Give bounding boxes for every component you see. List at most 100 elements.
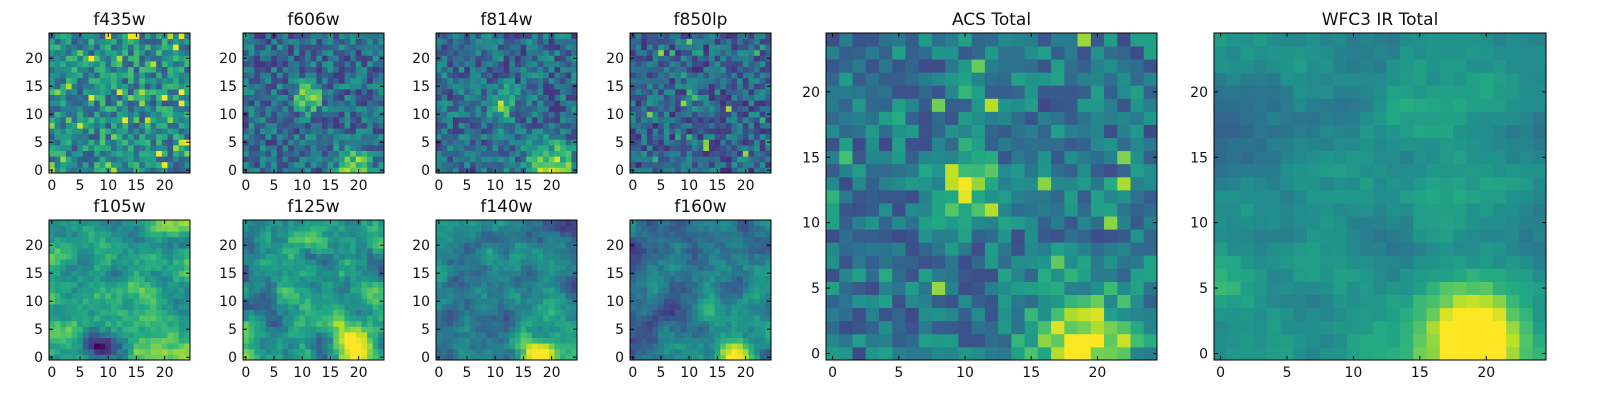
heatmap-cell [144,298,151,305]
heatmap-cell [305,89,312,95]
heatmap-cell [265,145,272,151]
heatmap-cell [150,122,157,129]
heatmap-cell [77,77,84,84]
heatmap-cell [486,89,493,95]
heatmap-cell [452,298,459,305]
heatmap-cell [161,287,168,294]
heatmap-cell [167,236,174,243]
heatmap-cell [338,276,345,282]
heatmap-cell [372,259,379,266]
heatmap-cell [486,72,493,79]
heatmap-cell [680,292,687,299]
heatmap-cell [635,77,642,84]
heatmap-cell [680,55,687,62]
heatmap-cell [526,77,533,84]
heatmap-cell [658,348,665,355]
heatmap-cell [139,94,146,101]
heatmap-cell [652,66,659,73]
heatmap-cell [271,150,278,157]
heatmap-cell [116,248,123,254]
heatmap-cell [675,309,682,316]
heatmap-cell [680,105,687,112]
heatmap-cell [554,287,561,294]
heatmap-cell [509,167,516,174]
heatmap-cell [737,55,744,62]
heatmap-cell [338,348,345,355]
heatmap-cell [65,320,72,327]
heatmap-cell [316,128,323,135]
heatmap-cell [526,117,533,123]
heatmap-cell [531,66,538,73]
heatmap-cell [652,128,659,135]
heatmap-cell [167,145,174,151]
heatmap-cell [316,89,323,95]
heatmap-cell [492,133,499,140]
heatmap-cell [759,145,766,151]
heatmap-cell [243,231,250,238]
heatmap-cell [486,326,493,333]
heatmap-cell [82,298,89,305]
heatmap-cell [531,304,538,310]
heatmap-cell [520,298,527,305]
heatmap-cell [144,259,151,266]
heatmap-cell [94,292,101,299]
heatmap-cell [531,276,538,282]
heatmap-cell [475,77,482,84]
heatmap-cell [276,354,283,361]
heatmap-cell [475,337,482,344]
heatmap-cell [248,298,255,305]
heatmap-cell [680,161,687,168]
heatmap-cell [178,292,185,299]
heatmap-cell [350,117,357,123]
heatmap-cell [543,326,550,333]
heatmap-cell [54,326,61,333]
heatmap-cell [509,139,516,146]
heatmap-cell [327,337,334,344]
heatmap-cell [65,332,72,338]
heatmap-cell [720,117,727,123]
heatmap-cell [122,33,129,39]
heatmap-cell [243,315,250,322]
heatmap-cell [765,332,772,338]
heatmap-cell [509,315,516,322]
heatmap-cell [703,287,710,294]
heatmap-cell [173,248,180,254]
heatmap-cell [344,49,351,56]
heatmap-cell [436,281,443,288]
heatmap-cell [492,72,499,79]
heatmap-cell [498,270,505,277]
heatmap-cell [305,83,312,90]
heatmap-cell [254,33,261,39]
heatmap-cell [122,326,129,333]
heatmap-cell [720,61,727,67]
heatmap-cell [361,38,368,45]
heatmap-cell [725,133,732,140]
heatmap-cell [82,94,89,101]
heatmap-cell [77,156,84,163]
heatmap-cell [458,128,465,135]
heatmap-cell [65,83,72,90]
heatmap-cell [754,315,761,322]
heatmap-cell [77,287,84,294]
heatmap-cell [133,292,140,299]
heatmap-cell [708,83,715,90]
heatmap-cell [503,100,510,107]
heatmap-cell [122,167,129,174]
heatmap-cell [742,315,749,322]
heatmap-cell [122,292,129,299]
heatmap-cell [526,94,533,101]
heatmap-cell [344,133,351,140]
heatmap-cell [441,354,448,361]
heatmap-cell [669,117,676,123]
heatmap-cell [486,343,493,350]
heatmap-cell [742,281,749,288]
heatmap-cell [259,281,266,288]
heatmap-cell [71,354,78,361]
heatmap-cell [447,117,454,123]
heatmap-cell [765,292,772,299]
heatmap-cell [759,66,766,73]
heatmap-cell [333,270,340,277]
heatmap-cell [173,315,180,322]
heatmap-cell [452,83,459,90]
heatmap-cell [127,161,134,168]
